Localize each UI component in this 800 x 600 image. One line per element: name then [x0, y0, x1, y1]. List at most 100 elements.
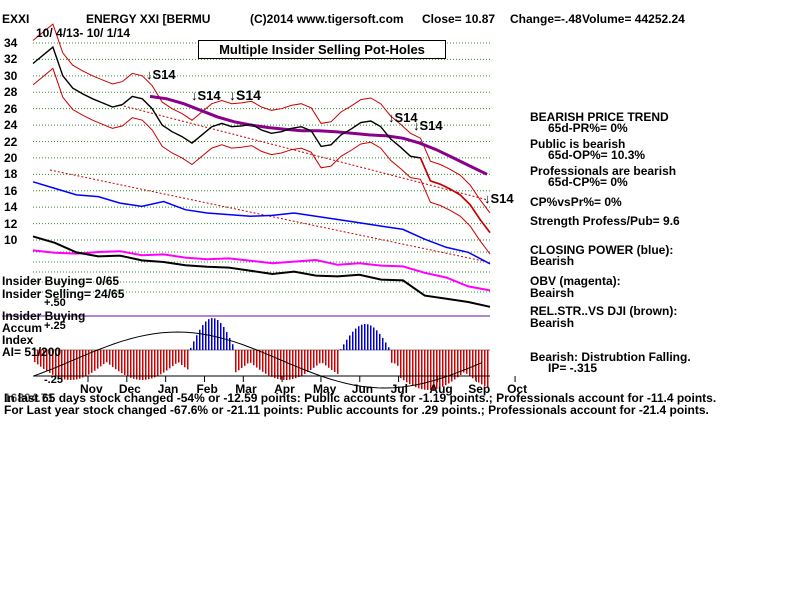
- accum-bar: [469, 350, 471, 377]
- public-label: Public is bearish: [530, 137, 626, 151]
- accum-bar: [184, 350, 186, 368]
- accum-bar: [199, 329, 201, 350]
- accum-bar: [352, 331, 354, 350]
- accum-bar: [232, 344, 234, 350]
- accum-bar: [160, 350, 162, 375]
- trendline: [119, 104, 489, 201]
- accum-bar: [70, 350, 72, 380]
- accum-label: Bearish: Distrubtion Falling.: [530, 350, 691, 364]
- y-tick-label: 16: [4, 183, 18, 198]
- accum-bar: [64, 350, 66, 380]
- ai-value: AI= 51/200: [2, 345, 62, 359]
- accum-bar: [37, 350, 39, 365]
- accum-bar: [214, 318, 216, 350]
- accum-bar: [127, 350, 129, 377]
- accum-bar: [208, 319, 210, 350]
- op-percent: 65d-OP%= 10.3%: [548, 148, 646, 162]
- accum-bar: [457, 350, 459, 378]
- accum-bar: [385, 342, 387, 350]
- accum-bar: [298, 350, 300, 378]
- accum-bar: [400, 350, 402, 379]
- accum-bar: [436, 350, 438, 389]
- accum-bar: [166, 350, 168, 371]
- company-name: ENERGY XXI [BERMU: [86, 12, 211, 26]
- accum-bar: [415, 350, 417, 388]
- accum-bar: [361, 324, 363, 350]
- accum-bar: [484, 350, 486, 386]
- accum-bar: [463, 350, 465, 373]
- accum-bar: [445, 350, 447, 386]
- accum-bar: [349, 335, 351, 350]
- accum-bar: [355, 328, 357, 350]
- accum-bar: [310, 350, 312, 371]
- accum-bar: [265, 350, 267, 374]
- closing-power-line: [32, 181, 491, 265]
- y-tick-label: 10: [4, 233, 18, 247]
- accum-bar: [94, 350, 96, 371]
- x-tick-label: Oct: [507, 382, 528, 396]
- accum-bar: [85, 350, 87, 377]
- relative-strength-line: [32, 235, 491, 308]
- price-line: [32, 45, 491, 234]
- accum-bar: [283, 350, 285, 380]
- accum-bar: [328, 350, 330, 368]
- accum-bar: [112, 350, 114, 367]
- accum-bar: [322, 350, 324, 364]
- accum-bar: [439, 350, 441, 388]
- accum-bar: [40, 350, 42, 367]
- y-tick-label: 18: [4, 167, 18, 182]
- accum-bar: [46, 350, 48, 372]
- accum-bar: [466, 350, 468, 374]
- dji-overlap: 16804.71: [4, 391, 55, 405]
- obv-line: [32, 249, 491, 292]
- ai-title-2: Accum: [2, 321, 43, 335]
- y-tick-label: 12: [4, 216, 18, 231]
- change-value: Change=-.48: [510, 12, 582, 26]
- accum-bar: [250, 350, 252, 363]
- accum-bar: [157, 350, 159, 376]
- x-tick-label: May: [312, 382, 337, 396]
- accum-bar: [481, 350, 483, 385]
- accum-bar: [259, 350, 261, 370]
- accum-bar: [226, 332, 228, 350]
- accum-bar: [340, 349, 342, 350]
- accum-bar: [274, 350, 276, 379]
- obv-label: OBV (magenta):: [530, 274, 621, 288]
- accum-bar: [52, 350, 54, 375]
- accum-bar: [295, 350, 297, 379]
- accum-bar: [181, 350, 183, 365]
- signal-s14-5: ↓S14: [413, 118, 443, 133]
- upper-band: [32, 23, 491, 214]
- accum-bar: [202, 325, 204, 350]
- accum-bar: [103, 350, 105, 365]
- accum-bar: [391, 350, 393, 363]
- accum-bar: [367, 324, 369, 350]
- ip-value: IP= -.315: [548, 361, 598, 375]
- accum-bar: [427, 350, 429, 390]
- professionals-label: Professionals are bearish: [530, 164, 677, 178]
- accum-bar: [244, 350, 246, 366]
- accum-bar: [478, 350, 480, 383]
- accum-bar: [106, 350, 108, 363]
- chart-banner: Multiple Insider Selling Pot-Holes: [198, 40, 446, 59]
- y-tick-label: 14: [4, 200, 18, 215]
- accum-bar: [487, 350, 489, 388]
- accum-bar: [100, 350, 102, 367]
- accum-bar: [73, 350, 75, 380]
- accum-bar: [109, 350, 111, 365]
- price-trend-label: BEARISH PRICE TREND: [530, 110, 669, 124]
- accum-bar: [406, 350, 408, 383]
- accum-bar: [268, 350, 270, 376]
- cp-vs-pr: CP%vsPr%= 0%: [530, 195, 622, 209]
- y-tick-label: 26: [4, 101, 18, 116]
- accum-bar: [319, 350, 321, 364]
- accum-bar: [325, 350, 327, 366]
- accum-bar: [280, 350, 282, 380]
- accum-bar: [313, 350, 315, 368]
- accum-bar: [124, 350, 126, 375]
- signal-s14-2: ↓S14: [191, 88, 221, 103]
- accum-bar: [454, 350, 456, 380]
- y-tick-label: 22: [4, 134, 18, 149]
- x-tick-label: Sep: [468, 382, 491, 396]
